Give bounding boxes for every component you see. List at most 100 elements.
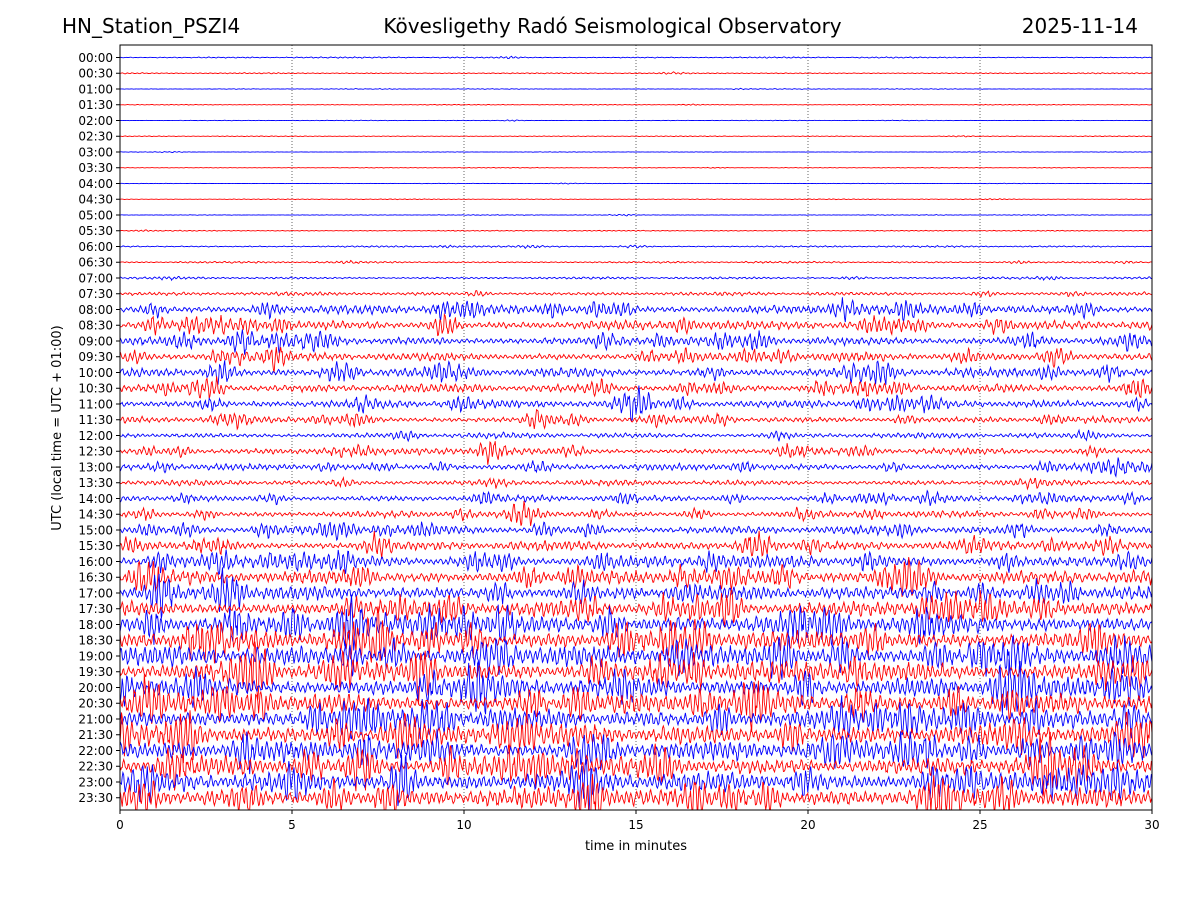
y-axis-label: UTC (local time = UTC + 01:00) xyxy=(50,325,65,530)
station-label: HN_Station_PSZI4 xyxy=(62,14,241,38)
row-label: 04:00 xyxy=(78,177,113,191)
row-label: 08:30 xyxy=(78,319,113,333)
x-tick-label: 25 xyxy=(972,818,987,832)
row-label: 18:30 xyxy=(78,634,113,648)
row-label: 22:00 xyxy=(78,744,113,758)
trace-1500 xyxy=(120,521,1152,542)
trace-1200 xyxy=(120,428,1152,443)
row-label: 03:00 xyxy=(78,145,113,159)
chart-title: Kövesligethy Radó Seismological Observat… xyxy=(383,14,842,38)
row-label: 02:00 xyxy=(78,114,113,128)
row-label: 13:30 xyxy=(78,476,113,490)
row-label: 18:00 xyxy=(78,618,113,632)
row-label: 17:30 xyxy=(78,602,113,616)
grid-lines xyxy=(291,45,981,810)
row-label: 10:00 xyxy=(78,366,113,380)
trace-0700 xyxy=(120,275,1152,282)
x-tick-label: 30 xyxy=(1144,818,1159,832)
trace-0530 xyxy=(120,229,1152,232)
row-label: 12:30 xyxy=(78,445,113,459)
trace-0430 xyxy=(120,198,1152,201)
row-label: 19:30 xyxy=(78,665,113,679)
trace-1130 xyxy=(120,408,1152,431)
trace-0800 xyxy=(120,297,1152,323)
row-label: 14:00 xyxy=(78,492,113,506)
row-label: 15:00 xyxy=(78,523,113,537)
row-label: 05:30 xyxy=(78,224,113,238)
trace-0630 xyxy=(120,259,1152,265)
trace-1800 xyxy=(120,594,1152,651)
trace-1830 xyxy=(120,606,1152,664)
trace-1930 xyxy=(120,641,1152,705)
row-label: 05:00 xyxy=(78,208,113,222)
row-label: 04:30 xyxy=(78,193,113,207)
row-label: 06:30 xyxy=(78,256,113,270)
trace-2300 xyxy=(120,754,1152,810)
x-tick-label: 10 xyxy=(456,818,471,832)
row-label: 02:30 xyxy=(78,130,113,144)
trace-0330 xyxy=(120,166,1152,169)
row-label: 22:30 xyxy=(78,760,113,774)
row-label: 01:00 xyxy=(78,82,113,96)
trace-2130 xyxy=(120,710,1152,764)
trace-0030 xyxy=(120,71,1152,75)
trace-0830 xyxy=(120,313,1152,337)
row-label: 08:00 xyxy=(78,303,113,317)
trace-2230 xyxy=(120,731,1152,797)
x-tick-label: 15 xyxy=(628,818,643,832)
trace-1000 xyxy=(120,360,1152,385)
trace-0600 xyxy=(120,244,1152,249)
seismic-traces xyxy=(120,55,1152,810)
row-label: 21:30 xyxy=(78,728,113,742)
trace-1630 xyxy=(120,556,1152,598)
row-label: 00:00 xyxy=(78,51,113,65)
row-label: 07:30 xyxy=(78,287,113,301)
trace-1600 xyxy=(120,549,1152,575)
row-label: 23:00 xyxy=(78,775,113,789)
row-label: 10:30 xyxy=(78,382,113,396)
row-label: 09:30 xyxy=(78,350,113,364)
trace-1230 xyxy=(120,440,1152,465)
row-label: 11:00 xyxy=(78,397,113,411)
row-label: 11:30 xyxy=(78,413,113,427)
row-label: 09:00 xyxy=(78,334,113,348)
row-label: 13:00 xyxy=(78,460,113,474)
trace-1400 xyxy=(120,489,1152,507)
row-label: 17:00 xyxy=(78,586,113,600)
row-label: 16:30 xyxy=(78,571,113,585)
row-label: 21:00 xyxy=(78,712,113,726)
row-label: 00:30 xyxy=(78,67,113,81)
x-tick-label: 20 xyxy=(800,818,815,832)
trace-0300 xyxy=(120,151,1152,153)
row-label: 14:30 xyxy=(78,508,113,522)
trace-2330 xyxy=(120,774,1152,810)
row-label: 23:30 xyxy=(78,791,113,805)
trace-0100 xyxy=(120,87,1152,91)
x-tick-label: 0 xyxy=(116,818,124,832)
x-axis-ticks: 0 5 10 15 20 25 30 xyxy=(116,810,1160,832)
trace-1730 xyxy=(120,589,1152,628)
trace-0200 xyxy=(120,119,1152,122)
trace-1030 xyxy=(120,376,1152,399)
row-label: 20:30 xyxy=(78,697,113,711)
trace-0130 xyxy=(120,103,1152,106)
date-label: 2025-11-14 xyxy=(1021,14,1138,38)
trace-1430 xyxy=(120,500,1152,526)
trace-0500 xyxy=(120,213,1152,217)
trace-2200 xyxy=(120,728,1152,775)
x-tick-label: 5 xyxy=(288,818,296,832)
x-axis-label: time in minutes xyxy=(585,839,687,854)
row-label: 06:00 xyxy=(78,240,113,254)
trace-1330 xyxy=(120,475,1152,491)
trace-2030 xyxy=(120,674,1152,732)
row-label: 07:00 xyxy=(78,271,113,285)
row-label: 12:00 xyxy=(78,429,113,443)
row-label: 01:30 xyxy=(78,98,113,112)
trace-0400 xyxy=(120,182,1152,185)
row-label: 20:00 xyxy=(78,681,113,695)
trace-1100 xyxy=(120,385,1152,423)
trace-1530 xyxy=(120,530,1152,559)
trace-2000 xyxy=(120,659,1152,715)
